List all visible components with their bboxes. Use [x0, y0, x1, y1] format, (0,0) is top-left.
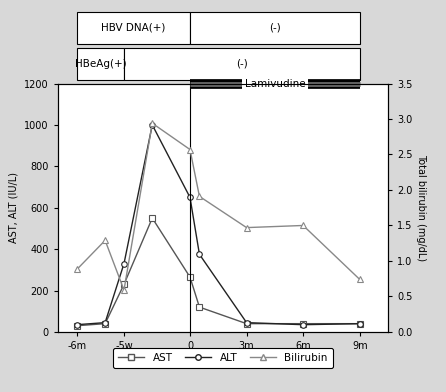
Bar [190, 12, 360, 44]
Text: (-): (-) [269, 23, 281, 33]
Text: (-): (-) [236, 59, 248, 69]
Y-axis label: Total bilirubin (mg/dL): Total bilirubin (mg/dL) [417, 154, 426, 261]
Bar [124, 48, 360, 80]
Text: Lamivudine: Lamivudine [244, 78, 305, 89]
Bar [77, 12, 190, 44]
Text: HBeAg(+): HBeAg(+) [74, 59, 126, 69]
Y-axis label: AST, ALT (IU/L): AST, ALT (IU/L) [9, 172, 19, 243]
Text: HBV DNA(+): HBV DNA(+) [101, 23, 165, 33]
Bar [77, 48, 124, 80]
Legend: AST, ALT, Bilirubin: AST, ALT, Bilirubin [113, 348, 333, 368]
